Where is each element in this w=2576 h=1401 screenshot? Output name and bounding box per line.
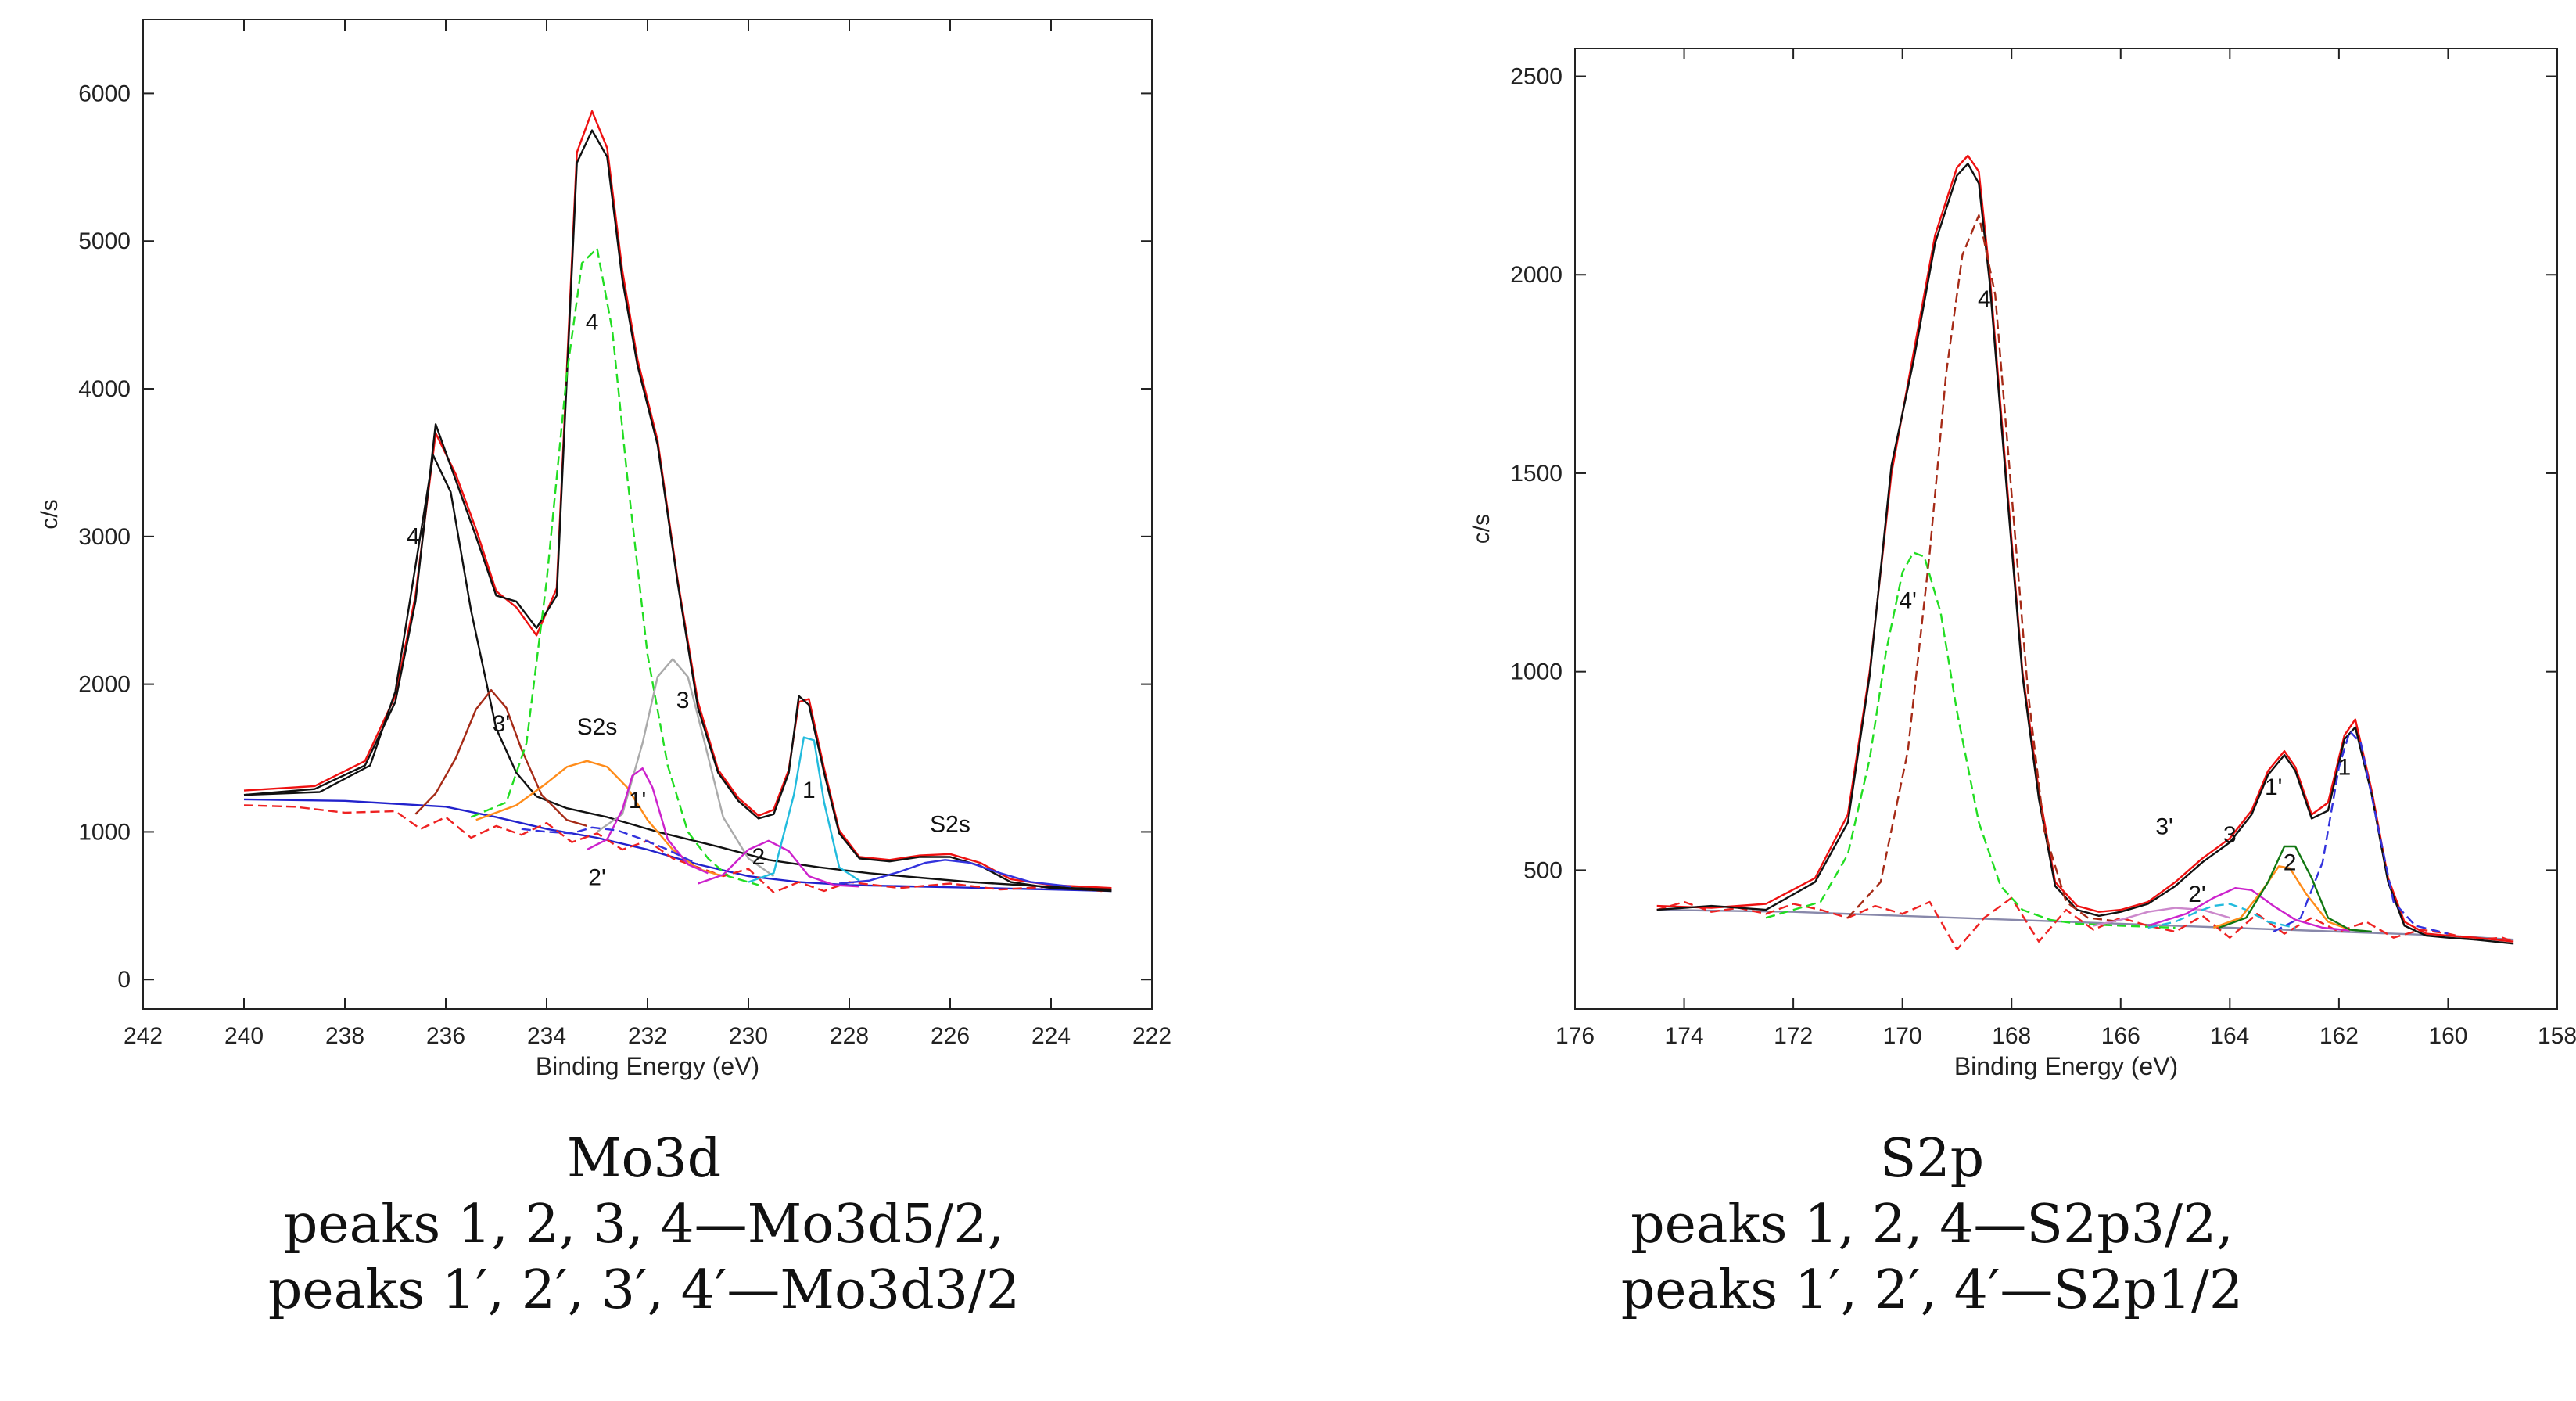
mo3d-y-tick-label: 1000: [78, 819, 131, 845]
s2p-x-tick-label: 162: [2319, 1023, 2359, 1049]
mo3d-caption: Mo3d peaks 1, 2, 3, 4—Mo3d5/2, peaks 1′,…: [0, 1126, 1288, 1324]
s2p-x-tick-label: 170: [1883, 1023, 1922, 1049]
s2p-series-background: [1656, 896, 2514, 951]
s2p-x-tick-label: 166: [2101, 1023, 2140, 1049]
s2p-peak-label: 3': [2155, 814, 2172, 840]
s2p-y-axis-label: c/s: [1469, 514, 1494, 544]
mo3d-x-tick-label: 224: [1031, 1023, 1071, 1049]
mo3d-caption-title: Mo3d: [566, 1128, 722, 1190]
mo3d-peak-label: S2s: [930, 811, 970, 837]
mo3d-x-axis-label: Binding Energy (eV): [536, 1052, 759, 1080]
mo3d-chart: 242 240 238 236 234 232 230 228 226 224 2220100020…: [37, 19, 1171, 1080]
s2p-x-tick-label: 168: [1992, 1023, 2031, 1049]
mo3d-peak-label: 2: [752, 844, 766, 870]
mo3d-x-tick-label: 222: [1132, 1023, 1171, 1049]
mo3d-x-tick-label: 238: [325, 1023, 364, 1049]
s2p-y-tick-label: 2000: [1510, 262, 1562, 288]
mo3d-x-tick-label: 226: [931, 1023, 970, 1049]
mo3d-peak-label: 3: [676, 688, 690, 713]
mo3d-series-3p: [414, 689, 587, 828]
mo3d-x-tick-label: 236: [426, 1023, 465, 1049]
mo3d-peak-label: 1: [802, 778, 816, 803]
mo3d-series-4: [470, 247, 759, 886]
s2p-peak-label: 4: [1978, 286, 1991, 312]
mo3d-series-4p: [243, 454, 1112, 891]
mo3d-x-tick-label: 232: [628, 1023, 667, 1049]
s2p-y-tick-label: 500: [1523, 857, 1562, 883]
s2p-series-4p: [1765, 551, 2176, 929]
s2p-peak-label: 2: [2284, 850, 2297, 875]
s2p-chart: 176 174 172 170 168 166 164 162 160 158 500 1000 150…: [1469, 48, 2576, 1080]
s2p-series-2: [2212, 865, 2351, 931]
mo3d-x-tick-label: 234: [527, 1023, 566, 1049]
s2p-y-tick-label: 2500: [1510, 64, 1562, 90]
s2p-caption-line-2: peaks 1′, 2′, 4′—S2p1/2: [1620, 1259, 2244, 1321]
s2p-series-4: [1847, 214, 2121, 923]
s2p-peak-label: 2': [2188, 882, 2205, 907]
s2p-series-3p: [2093, 907, 2230, 927]
mo3d-y-tick-label: 5000: [78, 228, 131, 254]
mo3d-series-s2s-226: [838, 859, 1071, 888]
mo3d-y-tick-label: 0: [117, 967, 131, 993]
mo3d-peak-label: 3': [493, 711, 510, 737]
s2p-peak-label: 4': [1899, 587, 1916, 613]
mo3d-peak-label: 4: [586, 309, 599, 335]
mo3d-panel: 242 240 238 236 234 232 230 228 226 224 222 0 1000 20…: [0, 19, 1288, 1324]
s2p-y-tick-label: 1500: [1510, 461, 1562, 487]
s2p-x-tick-label: 160: [2428, 1023, 2467, 1049]
mo3d-x-tick-label: 242: [124, 1023, 163, 1049]
s2p-series-3: [2147, 886, 2350, 932]
mo3d-peak-label: 2': [588, 864, 605, 890]
mo3d-peak-label: S2s: [577, 714, 618, 740]
s2p-x-tick-label: 174: [1665, 1023, 1704, 1049]
mo3d-y-axis-label: c/s: [37, 499, 63, 529]
s2p-series-1: [2273, 730, 2449, 935]
s2p-x-tick-label: 176: [1555, 1023, 1595, 1049]
mo3d-y-tick-label: 4000: [78, 376, 131, 402]
s2p-caption-title: S2p: [1879, 1128, 1985, 1190]
mo3d-y-tick-label: 2000: [78, 672, 131, 698]
s2p-panel: 176 174 172 170 168 166 164 162 160 158 500 1000 150…: [1288, 0, 2576, 1401]
s2p-series-baseline: [1656, 908, 2514, 941]
mo3d-x-tick-label: 230: [729, 1023, 768, 1049]
s2p-peak-label: 3: [2223, 822, 2237, 848]
mo3d-series-raw-data: [243, 129, 1112, 893]
s2p-plot-frame: [1574, 48, 2558, 1010]
s2p-y-tick-label: 1000: [1510, 659, 1562, 685]
s2p-series-1p: [2218, 845, 2372, 933]
mo3d-series-baseline: [243, 798, 1112, 893]
mo3d-plot-frame: [142, 19, 1153, 1010]
s2p-x-tick-label: 158: [2538, 1023, 2576, 1049]
s2p-x-tick-label: 172: [1774, 1023, 1813, 1049]
mo3d-series-2: [698, 839, 859, 888]
mo3d-peak-label: 4': [407, 523, 424, 549]
s2p-series-2p: [2147, 903, 2296, 929]
mo3d-series-2p: [521, 826, 699, 866]
s2p-peak-label: 1': [2265, 774, 2282, 800]
s2p-caption: S2p peaks 1, 2, 4—S2p3/2, peaks 1′, 2′, …: [1288, 1126, 2576, 1324]
mo3d-caption-line-2: peaks 1′, 2′, 3′, 4′—Mo3d3/2: [267, 1259, 1021, 1321]
mo3d-series-background: [243, 804, 1112, 894]
s2p-peak-label: 1: [2338, 755, 2352, 781]
mo3d-y-tick-label: 6000: [78, 81, 131, 106]
s2p-x-axis-label: Binding Energy (eV): [1954, 1052, 2178, 1080]
mo3d-peak-label: 1': [629, 788, 646, 814]
mo3d-y-tick-label: 3000: [78, 524, 131, 550]
mo3d-x-tick-label: 228: [830, 1023, 869, 1049]
mo3d-caption-line-1: peaks 1, 2, 3, 4—Mo3d5/2,: [283, 1194, 1005, 1256]
mo3d-x-tick-label: 240: [224, 1023, 264, 1049]
mo3d-series-1: [748, 736, 860, 883]
s2p-caption-line-1: peaks 1, 2, 4—S2p3/2,: [1631, 1194, 2233, 1256]
s2p-x-tick-label: 164: [2210, 1023, 2249, 1049]
